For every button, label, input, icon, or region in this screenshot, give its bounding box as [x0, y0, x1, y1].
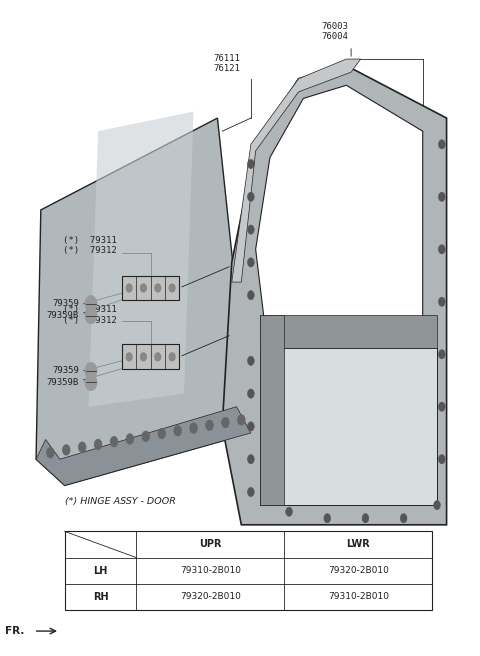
- Text: LWR: LWR: [347, 539, 370, 550]
- Circle shape: [438, 402, 445, 411]
- Circle shape: [190, 423, 197, 434]
- Circle shape: [205, 420, 213, 430]
- Circle shape: [438, 192, 445, 201]
- Circle shape: [158, 428, 166, 439]
- Circle shape: [126, 434, 134, 444]
- Circle shape: [362, 514, 369, 523]
- Circle shape: [248, 258, 254, 267]
- Text: 79310-2B010: 79310-2B010: [180, 566, 241, 575]
- Polygon shape: [232, 59, 360, 282]
- Text: 79359: 79359: [52, 366, 79, 375]
- Polygon shape: [89, 112, 193, 407]
- Circle shape: [248, 192, 254, 201]
- Text: 79359B: 79359B: [47, 311, 79, 320]
- Bar: [65, 531, 432, 610]
- Circle shape: [169, 284, 175, 292]
- Circle shape: [438, 140, 445, 149]
- Text: RH: RH: [93, 592, 108, 602]
- Polygon shape: [261, 348, 437, 505]
- Polygon shape: [222, 66, 446, 525]
- Circle shape: [141, 353, 146, 361]
- Text: 76111
76121: 76111 76121: [214, 54, 240, 73]
- Circle shape: [248, 455, 254, 464]
- Circle shape: [438, 297, 445, 306]
- Circle shape: [248, 422, 254, 431]
- Circle shape: [47, 447, 54, 458]
- Circle shape: [85, 363, 96, 379]
- Polygon shape: [36, 118, 251, 485]
- Circle shape: [438, 455, 445, 464]
- Polygon shape: [261, 315, 284, 505]
- Text: 79320-2B010: 79320-2B010: [180, 592, 241, 602]
- Text: 79320-2B010: 79320-2B010: [328, 566, 389, 575]
- Text: (*) HINGE ASSY - DOOR: (*) HINGE ASSY - DOOR: [65, 497, 176, 506]
- Circle shape: [248, 356, 254, 365]
- Text: 79359: 79359: [52, 299, 79, 308]
- Circle shape: [174, 426, 181, 436]
- Circle shape: [78, 442, 86, 453]
- Circle shape: [248, 389, 254, 398]
- Circle shape: [438, 245, 445, 254]
- Circle shape: [126, 284, 132, 292]
- Polygon shape: [122, 276, 179, 300]
- Circle shape: [155, 284, 161, 292]
- Text: FR.: FR.: [5, 626, 24, 636]
- Polygon shape: [36, 407, 251, 485]
- Circle shape: [248, 291, 254, 300]
- Circle shape: [248, 225, 254, 234]
- Circle shape: [85, 375, 96, 390]
- Circle shape: [286, 507, 292, 516]
- Circle shape: [126, 353, 132, 361]
- Circle shape: [324, 514, 331, 523]
- Text: UPR: UPR: [199, 539, 222, 550]
- Circle shape: [62, 445, 70, 455]
- Circle shape: [169, 353, 175, 361]
- Circle shape: [85, 296, 96, 312]
- Circle shape: [110, 436, 118, 447]
- Circle shape: [400, 514, 407, 523]
- Polygon shape: [122, 344, 179, 369]
- Text: 79310-2B010: 79310-2B010: [328, 592, 389, 602]
- Polygon shape: [261, 315, 437, 348]
- Circle shape: [222, 417, 229, 428]
- Circle shape: [438, 350, 445, 359]
- Text: 79359B: 79359B: [47, 378, 79, 387]
- Polygon shape: [256, 85, 423, 328]
- Text: (*)  79311
(*)  79312: (*) 79311 (*) 79312: [63, 305, 117, 325]
- Circle shape: [94, 440, 102, 450]
- Text: (*)  79311
(*)  79312: (*) 79311 (*) 79312: [63, 236, 117, 255]
- Circle shape: [248, 487, 254, 497]
- Circle shape: [85, 308, 96, 323]
- Circle shape: [248, 159, 254, 169]
- Text: 76003
76004: 76003 76004: [321, 22, 348, 41]
- Circle shape: [155, 353, 161, 361]
- Circle shape: [434, 501, 440, 510]
- Circle shape: [142, 431, 150, 441]
- Text: LH: LH: [93, 565, 108, 576]
- Circle shape: [141, 284, 146, 292]
- Circle shape: [238, 415, 245, 425]
